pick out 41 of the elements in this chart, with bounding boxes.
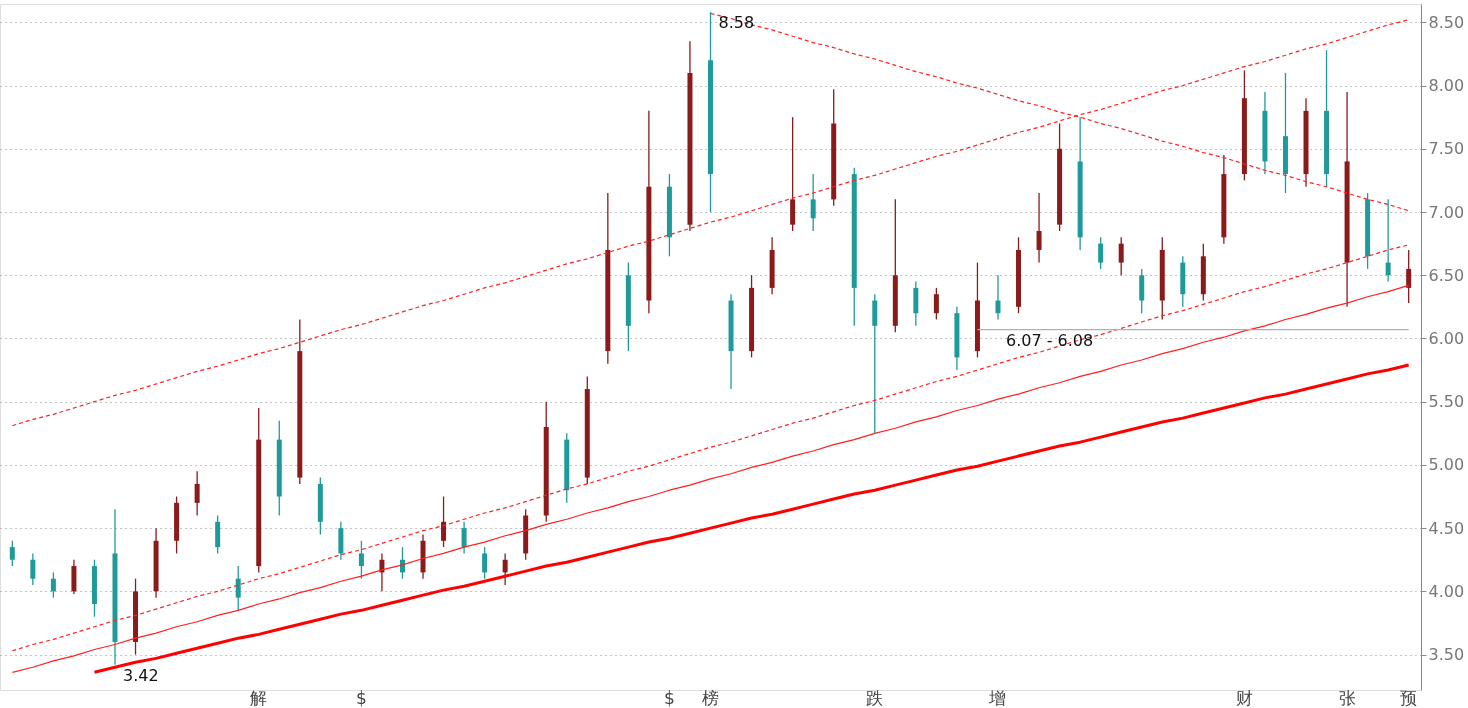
y-tick-label: 5.00 <box>1428 455 1465 475</box>
candlestick <box>50 571 56 599</box>
annotation: 8.58 <box>718 13 755 33</box>
candlestick <box>441 495 447 548</box>
x-tick-label: 榜 <box>702 687 719 708</box>
candlestick <box>502 552 508 586</box>
candlestick <box>810 173 816 232</box>
candlestick <box>1118 236 1124 276</box>
y-tick-label: 5.50 <box>1428 392 1465 412</box>
x-tick-label: 张 <box>1338 687 1356 708</box>
candlestick <box>235 565 241 611</box>
y-tick-label: 8.50 <box>1428 12 1465 32</box>
y-tick-label: 4.50 <box>1428 518 1465 538</box>
x-tick-label: 解 <box>250 687 268 708</box>
candlestick <box>1406 249 1412 304</box>
x-tick-label: 预 <box>1400 687 1418 708</box>
x-tick-label: $ <box>664 687 675 708</box>
candlestick <box>933 287 939 321</box>
y-tick-label: 8.00 <box>1428 76 1465 96</box>
x-tick-label: 增 <box>988 687 1007 708</box>
annotation: 3.42 <box>122 665 159 685</box>
x-tick-label: $ <box>356 687 367 708</box>
y-tick-label: 7.50 <box>1428 139 1465 159</box>
annotation: 6.07 - 6.08 <box>1005 330 1094 350</box>
y-tick-label: 6.00 <box>1428 328 1465 348</box>
y-tick-label: 3.50 <box>1428 645 1465 665</box>
candlestick <box>30 552 36 586</box>
candlestick <box>461 521 467 555</box>
candlestick <box>995 274 1001 321</box>
y-tick-label: 6.50 <box>1428 265 1465 285</box>
x-tick-label: 财 <box>1235 687 1253 708</box>
candlestick <box>1385 198 1391 283</box>
candlestick <box>1036 192 1042 264</box>
candlestick <box>1098 236 1104 270</box>
candlestick <box>9 540 15 567</box>
y-tick-label: 4.00 <box>1428 581 1465 601</box>
x-tick-label: 跌 <box>866 687 884 708</box>
candlestick <box>482 546 488 580</box>
y-tick-label: 7.00 <box>1428 202 1465 222</box>
candlestick <box>358 540 364 580</box>
candlestick <box>194 470 200 517</box>
